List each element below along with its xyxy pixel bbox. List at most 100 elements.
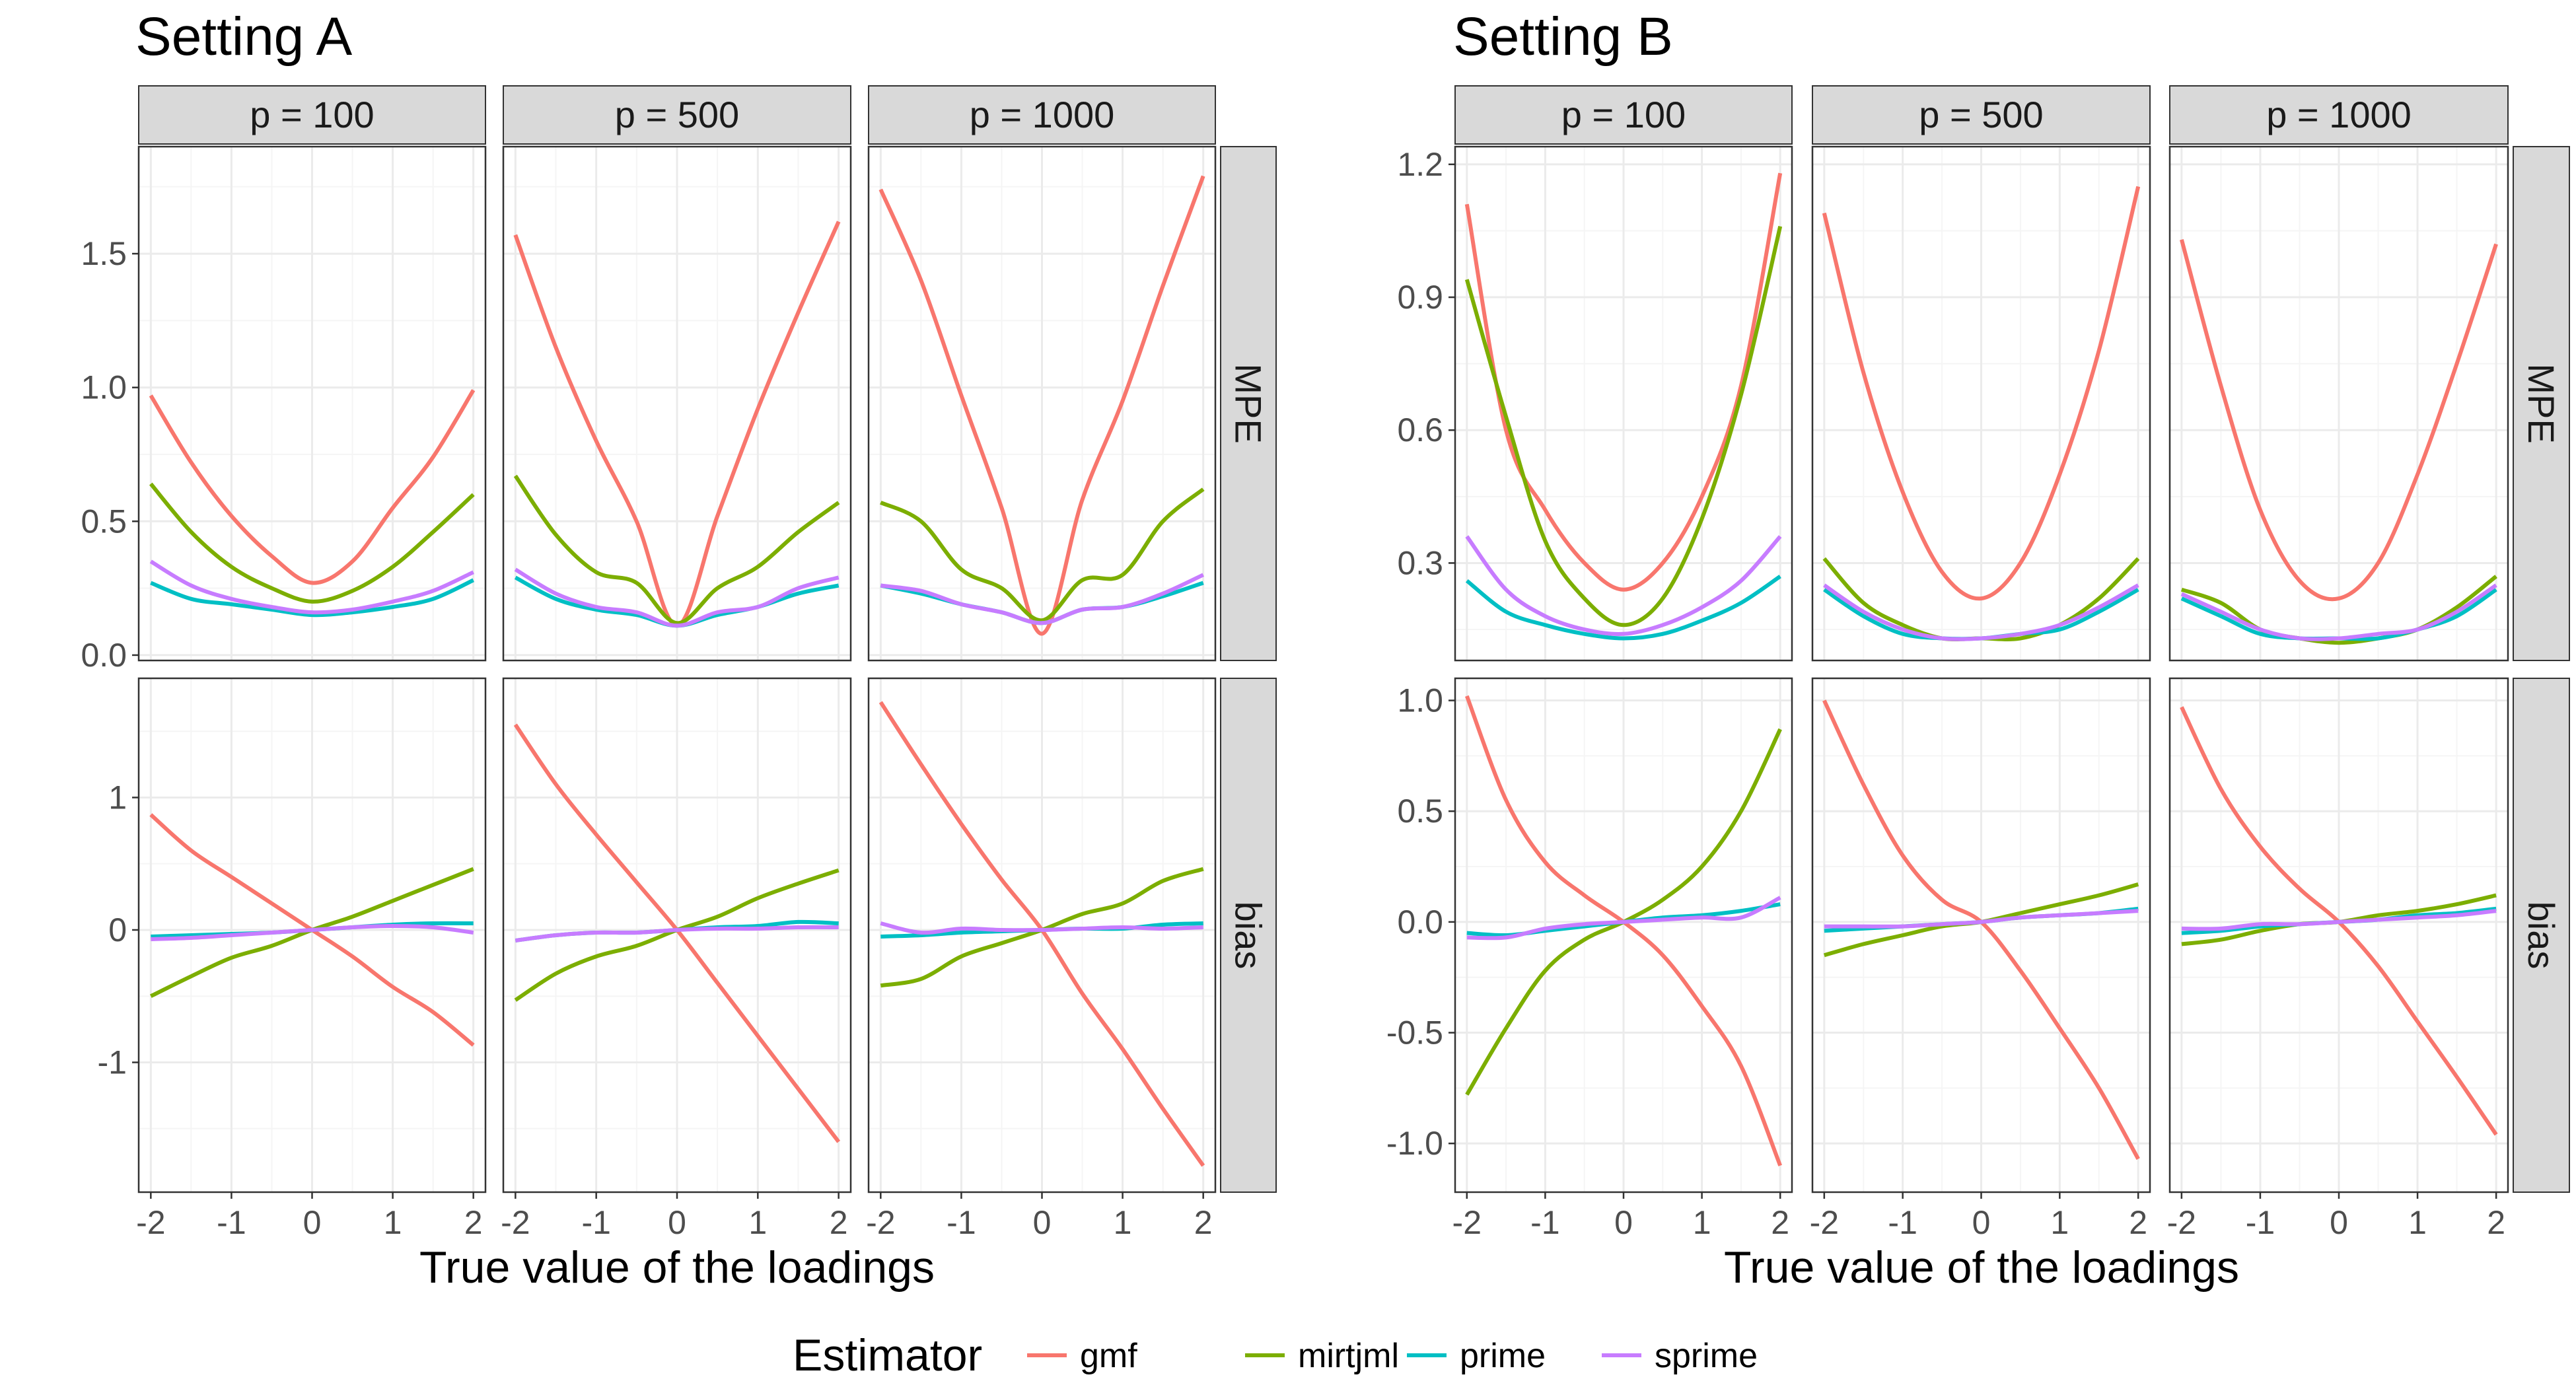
y-tick-label: 0.5 [81,503,127,540]
facet-strip-column [1454,85,1793,145]
series-line-mirtjml [149,482,475,604]
facet-strip-row [2513,146,2570,661]
x-tick-label: -2 [501,1204,530,1241]
facet-strip-row [1220,146,1277,661]
y-tick-label: -0.5 [1386,1014,1443,1051]
y-tick-label: 0.0 [1397,904,1443,941]
panel: -2 -1 0 1 2 [1810,677,2151,1241]
series-line-sprime [2180,583,2497,641]
panel: 0.0 0.5 1.0 1.5 [81,145,487,674]
x-tick-label: -1 [1888,1204,1917,1241]
panel [502,145,852,662]
panel: -2 -1 0 1 2 [501,677,852,1241]
facet-strip-column-label: p = 100 [250,94,374,135]
panel-border [1811,145,2151,662]
x-tick-label: 2 [464,1204,483,1241]
x-tick-label: -2 [1452,1204,1482,1241]
series-line-sprime [1824,909,2139,929]
y-tick-label: 1.5 [81,235,127,272]
facet-strip-column [1812,85,2151,145]
facet-strip-row-label: bias [1228,902,1270,970]
x-tick-label: 1 [384,1204,402,1241]
panel: -1.0 -0.5 0.0 0.5 1.0 -2 -1 0 1 2 [1386,677,1793,1241]
panel: -2 -1 0 1 2 [866,677,1217,1241]
y-tick-label: 0.6 [1397,411,1443,448]
setting-b-chart: Setting B p = 100 p = 500 p = 1000 MPE bias 0… [1386,7,2570,1293]
x-tick-label: 0 [303,1204,322,1241]
legend-label-gmf: gmf [1080,1337,1137,1375]
y-tick-label: 1.2 [1397,146,1443,183]
facet-strip-row-label: MPE [2521,363,2562,443]
series-line-sprime [880,921,1203,935]
panel [867,145,1217,662]
x-tick-label: -1 [947,1204,976,1241]
facet-strip-row-label: MPE [1228,363,1270,443]
x-tick-label: -1 [217,1204,246,1241]
x-tick-label: 0 [1033,1204,1052,1241]
x-tick-label: 0 [1614,1204,1633,1241]
series-line-mirtjml [2180,575,2497,645]
setting-b-title: Setting B [1453,7,1673,67]
series-line-mirtjml [880,487,1205,623]
legend-title: Estimator [793,1330,982,1380]
x-tick-label: -1 [2246,1204,2275,1241]
x-tick-label: -2 [1810,1204,1839,1241]
facet-strip-column-label: p = 1000 [970,94,1115,135]
facet-strip-column [868,85,1216,145]
legend: Estimator gmf mirtjml prime sprime [793,1330,1758,1380]
panel-border [2168,145,2509,662]
setting-a-chart: Setting A p = 100 p = 500 p = 1000 MPE bias 0… [81,7,1277,1293]
facet-strip-column [2169,85,2509,145]
legend-label-sprime: sprime [1655,1337,1758,1375]
series-line-gmf [878,175,1205,636]
y-tick-label: 0 [108,911,127,948]
facet-strip-column-label: p = 1000 [2266,94,2412,135]
y-tick-label: 0.5 [1397,793,1443,830]
x-tick-label: -1 [1530,1204,1559,1241]
x-tick-label: -2 [136,1204,165,1241]
facet-strip-row [1220,678,1277,1193]
series-line-sprime [151,924,474,941]
facet-strip-row-label: bias [2521,902,2562,970]
series-line-prime [150,578,474,618]
x-tick-label: 1 [748,1204,767,1241]
panel: 0.3 0.6 0.9 1.2 [1397,145,1793,662]
facet-strip-column [503,85,851,145]
series-line-mirtjml [513,474,840,625]
y-tick-label: -1 [98,1044,127,1081]
x-tick-label: 2 [1194,1204,1213,1241]
series-line-prime [1465,575,1781,641]
series-line-sprime [1466,896,1781,941]
x-tick-label: 1 [1693,1204,1711,1241]
x-tick-label: 2 [2129,1204,2147,1241]
series-line-mirtjml [1464,226,1783,627]
y-tick-label: 0.3 [1397,544,1443,581]
panel: -1 0 1 -2 -1 0 1 2 [98,677,487,1241]
x-tick-label: 0 [2330,1204,2348,1241]
panel-border [1454,145,1793,662]
x-axis-title: True value of the loadings [419,1242,935,1293]
series-line-sprime [880,573,1204,625]
x-tick-label: 2 [830,1204,848,1241]
series-line-sprime [2181,909,2497,931]
x-tick-label: 2 [1771,1204,1789,1241]
y-tick-label: 1.0 [81,369,127,406]
setting-a-title: Setting A [135,7,353,67]
series-line-sprime [1823,583,2139,641]
series-line-gmf [1464,172,1783,592]
series-line-gmf [513,723,841,1143]
x-tick-label: 0 [668,1204,686,1241]
facet-strip-row [2513,678,2570,1193]
panel-border [137,145,487,662]
legend-label-mirtjml: mirtjml [1298,1337,1399,1375]
series-line-sprime [1465,535,1782,637]
y-tick-label: 0.0 [81,637,127,674]
x-tick-label: 1 [2050,1204,2069,1241]
panel: -2 -1 0 1 2 [2167,677,2509,1241]
panel [1811,145,2151,662]
panel-border [867,145,1217,662]
y-tick-label: 1.0 [1397,682,1443,719]
x-tick-label: 0 [1972,1204,1991,1241]
series-line-gmf [2180,239,2498,602]
facet-strip-column-label: p = 500 [1919,94,2043,135]
